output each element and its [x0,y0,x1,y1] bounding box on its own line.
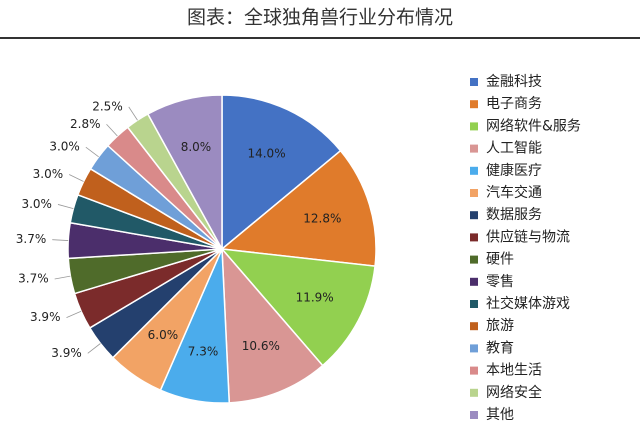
legend-label: 教育 [486,340,514,356]
pie-slice [221,94,342,251]
legend-swatch [470,122,478,131]
pie-slice [146,94,223,250]
legend-swatch [470,366,478,375]
legend-swatch [470,388,478,397]
slice-label: 10.6% [242,339,280,353]
slice-label: 7.3% [188,344,219,358]
slice-label: 2.8% [70,117,101,131]
slice-label: 3.7% [18,271,49,285]
legend-label: 电子商务 [486,96,542,112]
legend-swatch [470,255,478,264]
slice-label: 3.7% [16,232,47,246]
legend-swatch [470,211,478,220]
legend-label: 网络安全 [486,384,542,401]
legend-swatch [470,189,478,197]
legend-swatch [470,277,478,286]
legend-label: 金融科技 [486,74,542,90]
slice-label: 3.9% [30,310,61,324]
legend-label: 数据服务 [486,207,542,223]
slice-label: 3.0% [49,140,80,154]
slice-label: 3.0% [33,167,64,181]
legend-swatch [470,300,478,308]
legend-label: 健康医疗 [486,162,542,179]
legend-label: 本地生活 [486,363,542,379]
legend-swatch [470,233,478,242]
slice-label: 11.9% [296,290,334,304]
leader-line [85,146,99,158]
slice-label: 8.0% [181,140,212,154]
legend-label: 零售 [486,274,514,290]
pie-slice [220,149,377,267]
slice-label: 3.9% [51,346,82,360]
legend-swatch [470,144,478,153]
slice-label: 2.5% [92,99,123,113]
slice-label: 14.0% [247,147,285,161]
legend-label: 供应链与物流 [486,228,570,245]
leader-line [52,239,69,241]
legend-swatch [470,78,478,86]
slice-label: 12.8% [303,212,341,226]
slice-label: 3.0% [21,197,52,211]
legend-label: 旅游 [486,318,514,334]
pie-slice [220,248,376,367]
leader-line [106,123,118,137]
legend-label: 人工智能 [486,141,542,157]
pie-slice [221,246,324,404]
legend-label: 社交媒体游戏 [486,295,570,312]
legend-swatch [470,344,478,353]
legend-swatch [470,100,478,109]
chart-title: 图表：全球独角兽行业分布情况 [187,7,453,29]
leader-line [69,174,84,182]
legend-swatch [470,411,478,419]
legend-label: 汽车交通 [486,184,542,201]
legend-swatch [470,166,478,175]
legend-label: 硬件 [486,252,514,268]
leader-line [66,310,82,319]
legend-swatch [470,322,478,331]
leader-line [128,106,138,121]
leader-line [54,275,71,280]
leader-line [57,204,74,210]
slice-label: 6.0% [148,328,179,342]
legend-label: 其他 [486,407,514,423]
legend-label: 网络软件&服务 [486,118,581,134]
leader-line [87,343,101,354]
